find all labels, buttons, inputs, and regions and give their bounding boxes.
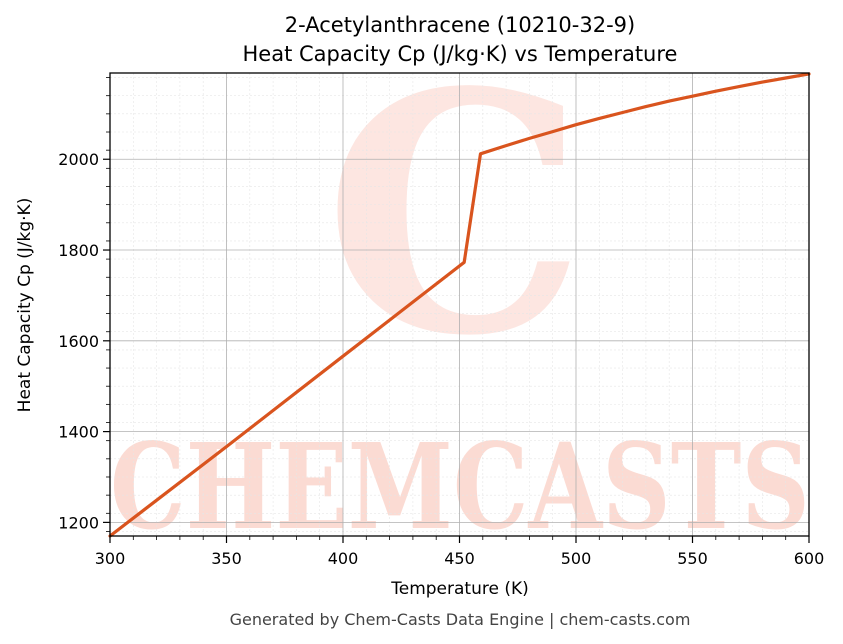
- series-group: [108, 72, 811, 538]
- tick-labels: 300 350 400 450 500 550 600 1200 1400 1600 1800 200…: [58, 150, 824, 568]
- watermark-text: CHEMCASTS: [110, 417, 810, 556]
- x-tick-label: 450: [444, 549, 475, 568]
- x-tick-label: 350: [211, 549, 242, 568]
- y-tick-label: 1200: [58, 513, 99, 532]
- axis-ticks: [103, 77, 810, 543]
- y-axis-label: Heat Capacity Cp (J/kg·K): [15, 198, 35, 413]
- footer-credit: Generated by Chem-Casts Data Engine | ch…: [230, 610, 691, 629]
- y-tick-label: 2000: [58, 150, 99, 169]
- x-tick-label: 550: [677, 549, 708, 568]
- chart-title: 2-Acetylanthracene (10210-32-9): [285, 13, 635, 37]
- y-tick-label: 1400: [58, 423, 99, 442]
- x-tick-label: 500: [561, 549, 592, 568]
- series-line-heat-capacity: [108, 72, 811, 538]
- x-axis-label: Temperature (K): [390, 579, 529, 599]
- x-tick-label: 400: [328, 549, 359, 568]
- y-tick-label: 1800: [58, 241, 99, 260]
- x-tick-label: 300: [95, 549, 126, 568]
- major-grid: [109, 73, 810, 536]
- chemcasts-watermark: C CHEMCASTS: [110, 20, 810, 556]
- x-tick-label: 600: [794, 549, 825, 568]
- watermark-logo-letter: C: [324, 20, 587, 408]
- y-tick-label: 1600: [58, 332, 99, 351]
- chart-subtitle: Heat Capacity Cp (J/kg·K) vs Temperature: [243, 42, 678, 66]
